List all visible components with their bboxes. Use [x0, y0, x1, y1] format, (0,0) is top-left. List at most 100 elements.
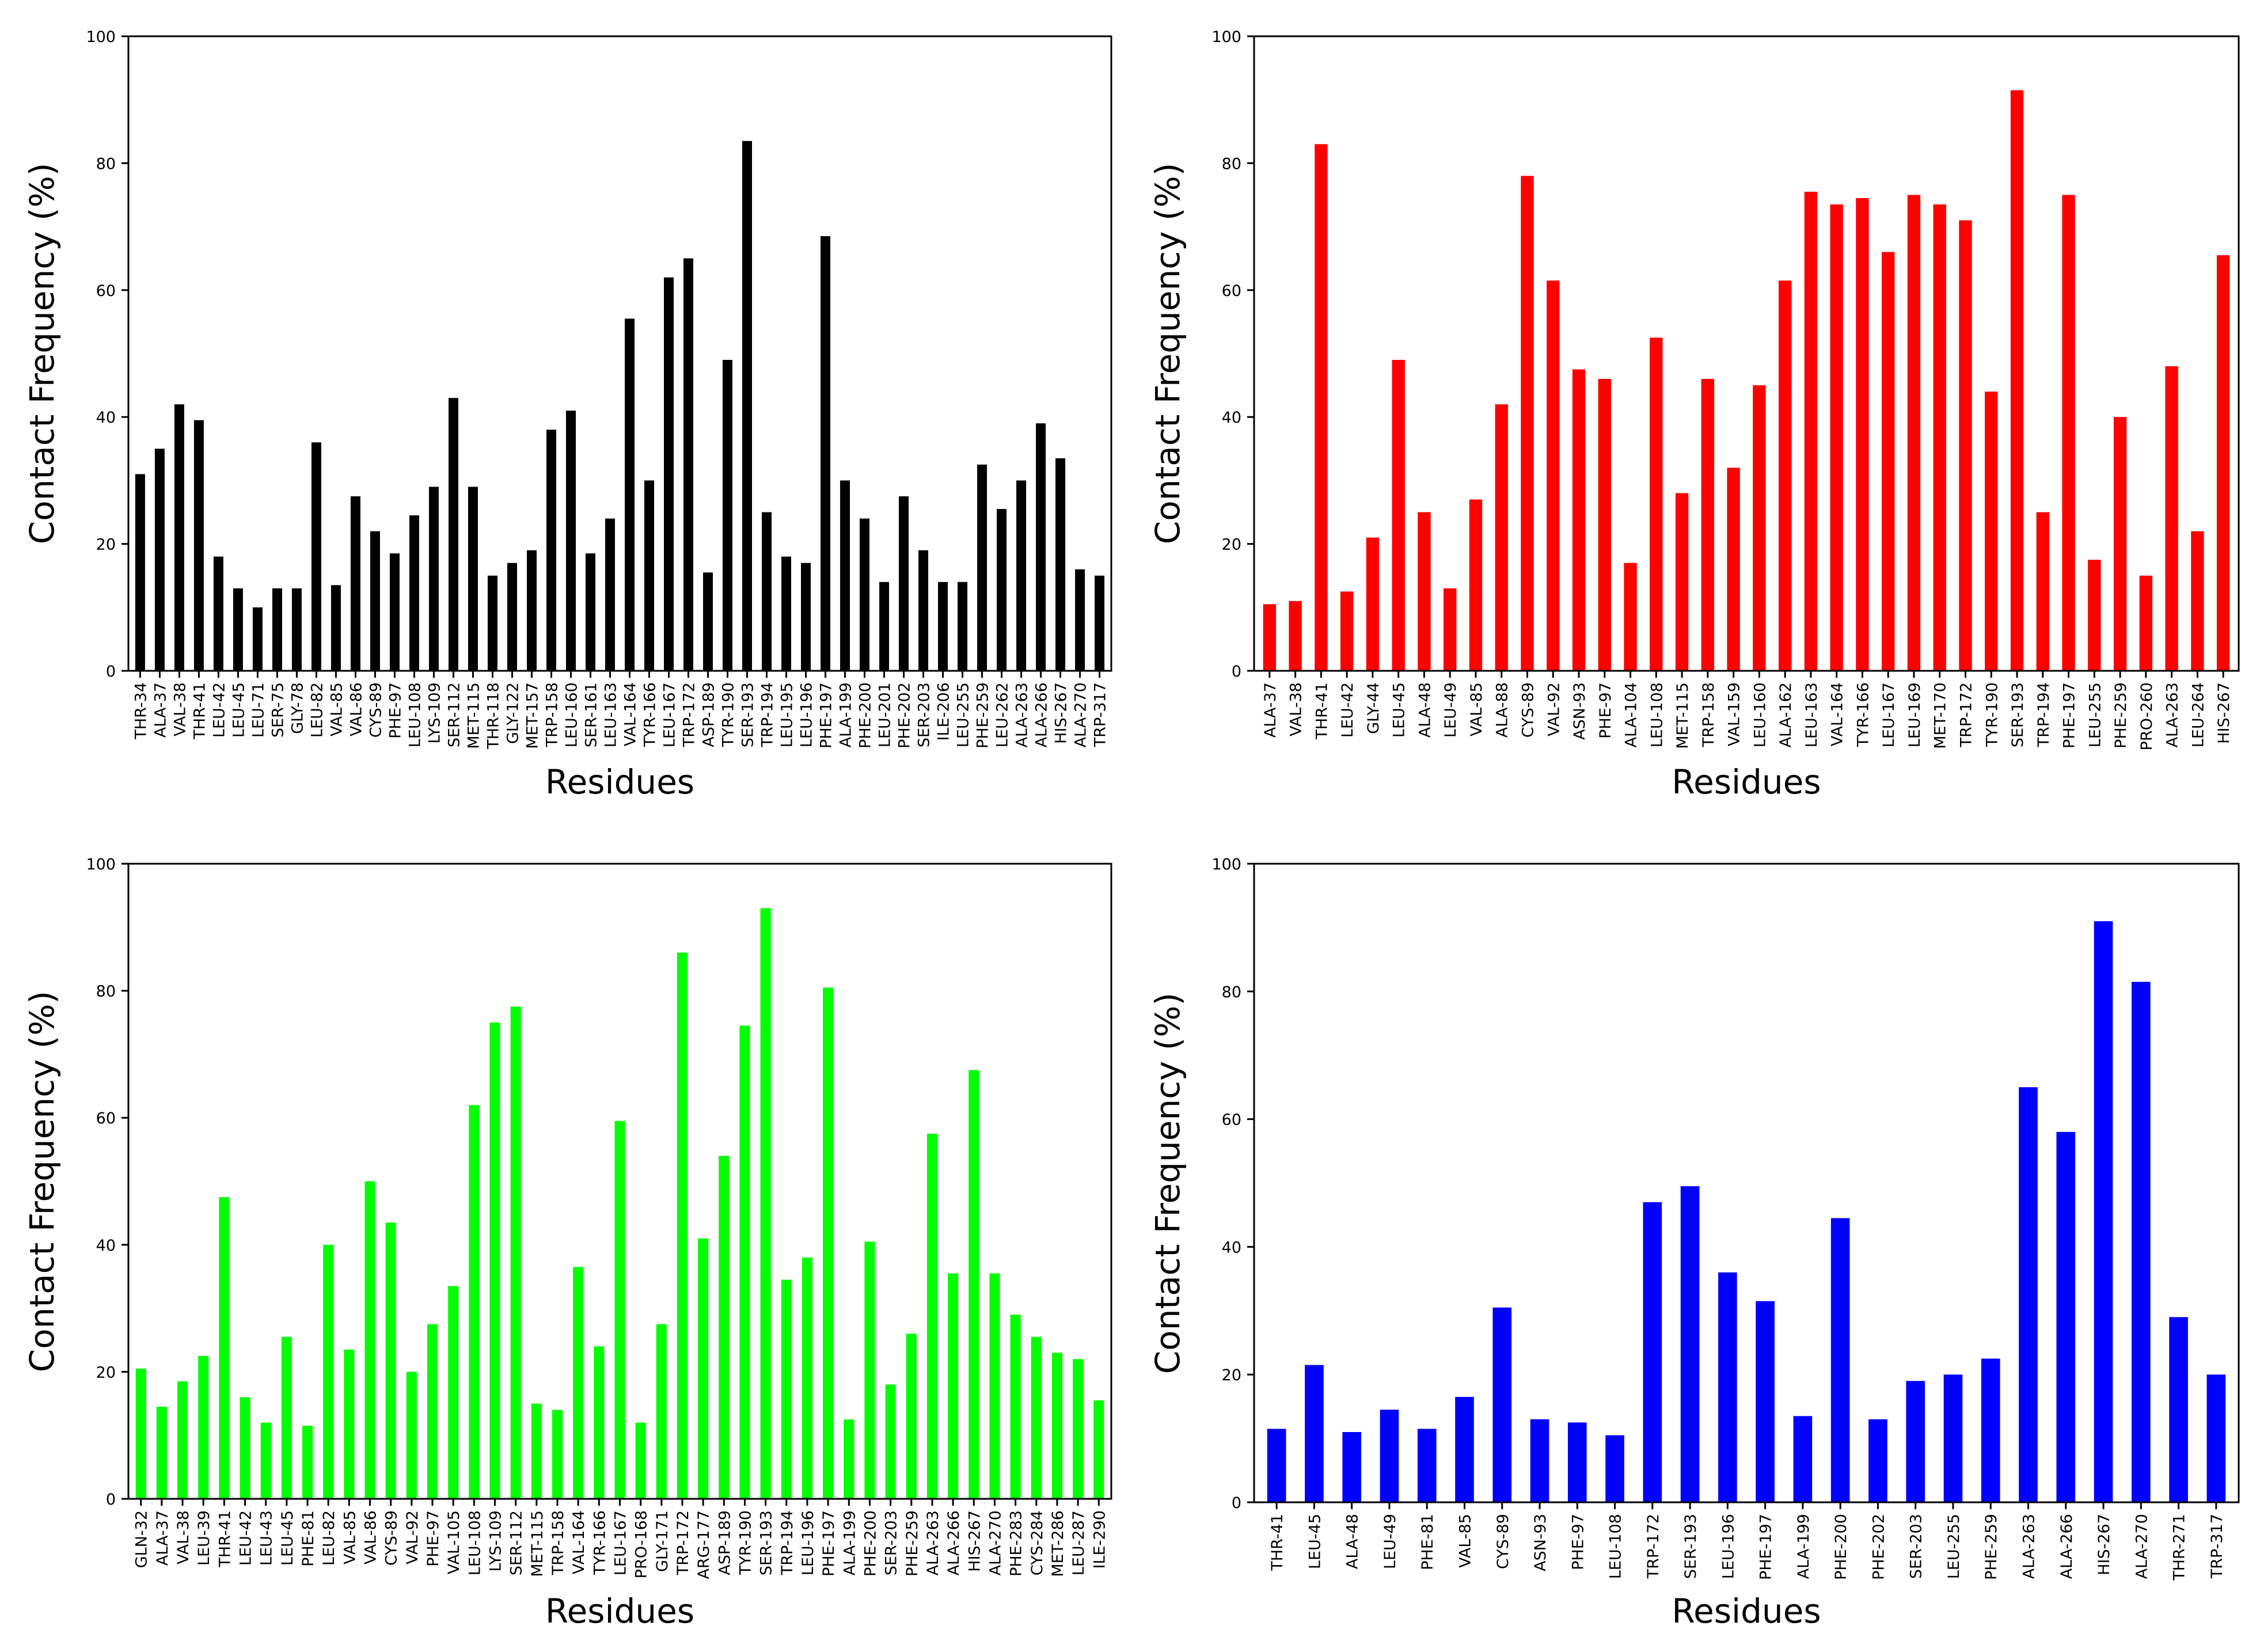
x-tick-label: VAL-85	[1457, 1514, 1475, 1568]
x-tick-label: LEU-196	[1719, 1514, 1737, 1579]
bar-GLY-44	[1366, 537, 1380, 671]
x-tick-label: CYS-89	[1494, 1514, 1512, 1569]
bar-LEU-45	[1392, 360, 1405, 671]
x-tick-label: PHE-197	[1757, 1514, 1775, 1580]
bar-ALA-199	[1793, 1416, 1813, 1502]
x-tick-label: PHE-81	[299, 1510, 317, 1567]
x-tick-label: MET-115	[465, 682, 483, 749]
bar-PHE-197	[2062, 195, 2075, 671]
bar-MET-157	[526, 550, 537, 671]
x-tick-label: TYR-190	[1983, 682, 2001, 747]
x-tick-label: TRP-194	[778, 1510, 796, 1575]
chart-panel-bottom-left: 0 20 40 60 80 100 GLN-32 ALA-37 VAL-38 LEU-39 THR-…	[22, 856, 1112, 1631]
x-tick-label: LEU-71	[249, 682, 267, 738]
y-axis-label: Contact Frequency (%)	[1148, 993, 1187, 1374]
y-tick-label: 40	[1222, 409, 1241, 427]
x-tick-label: LYS-109	[487, 1510, 505, 1571]
x-tick-label: VAL-164	[570, 1510, 588, 1574]
bar-HIS-267	[2094, 921, 2113, 1502]
bar-ALA-263	[2019, 1087, 2038, 1502]
bar-SER-193	[760, 908, 771, 1499]
y-tick-label: 100	[86, 856, 116, 874]
y-tick-label: 60	[1222, 282, 1241, 300]
x-tick-label: LEU-167	[1880, 682, 1898, 747]
bar-TRP-172	[1959, 220, 1972, 671]
bar-VAL-164	[1830, 204, 1843, 671]
bar-ALA-263	[2165, 366, 2178, 671]
bar-PHE-97	[1598, 379, 1611, 671]
bar-LEU-163	[1804, 191, 1818, 671]
bar-LYS-109	[489, 1022, 500, 1499]
bar-TRP-158	[546, 430, 556, 671]
x-tick-label: SER-193	[739, 682, 757, 747]
x-tick-label: ARG-177	[695, 1510, 713, 1579]
x-tick-label: ALA-199	[841, 1510, 859, 1575]
x-tick-label: TYR-166	[641, 682, 659, 747]
bar-LEU-42	[213, 556, 223, 671]
x-tick-label: VAL-86	[347, 682, 365, 736]
bar-LEU-45	[281, 1336, 292, 1499]
x-tick-label: CYS-89	[367, 682, 385, 738]
x-tick-label: SER-161	[582, 682, 600, 747]
x-tick-label: ALA-263	[2020, 1514, 2038, 1579]
x-tick-label: ALA-88	[1494, 682, 1511, 738]
x-tick-label: SER-203	[916, 682, 933, 747]
x-axis-label: Residues	[545, 1592, 694, 1631]
bar-SER-193	[742, 140, 753, 671]
bar-SER-203	[918, 550, 929, 671]
x-tick-label: VAL-105	[445, 1510, 463, 1574]
bar-PHE-200	[1830, 1218, 1850, 1502]
x-tick-label: PHE-97	[1569, 1514, 1587, 1570]
x-tick-label: VAL-38	[1287, 682, 1305, 736]
x-tick-label: ALA-270	[1072, 682, 1090, 747]
x-tick-label: THR-41	[191, 682, 208, 740]
x-tick-label: HIS-267	[966, 1510, 983, 1572]
bar-ALA-263	[926, 1133, 938, 1499]
x-tick-label: LEU-160	[563, 682, 580, 747]
x-tick-label: THR-118	[484, 682, 502, 750]
x-tick-label: PHE-283	[1008, 1510, 1025, 1577]
x-tick-label: LEU-39	[195, 1510, 213, 1566]
x-tick-label: LYS-109	[426, 682, 443, 743]
x-tick-label: ALA-37	[151, 682, 169, 738]
x-tick-label: LEU-45	[279, 1510, 297, 1566]
bar-MET-115	[468, 487, 478, 671]
y-tick-label: 60	[96, 1110, 116, 1127]
x-tick-label: LEU-167	[661, 682, 679, 747]
bar-VAL-164	[573, 1267, 584, 1499]
bar-ALA-162	[1778, 280, 1792, 671]
x-tick-label: CYS-284	[1028, 1510, 1046, 1575]
x-tick-label: GLY-122	[504, 682, 522, 744]
x-tick-label: LEU-163	[1803, 682, 1821, 747]
x-tick-label: LEU-169	[1906, 682, 1924, 747]
x-tick-label: LEU-82	[308, 682, 326, 738]
bar-LEU-108	[469, 1105, 480, 1499]
x-tick-label: TRP-158	[549, 1510, 567, 1575]
x-tick-label: THR-34	[132, 682, 150, 740]
x-tick-label: PHE-97	[386, 682, 404, 739]
bar-SER-203	[885, 1384, 896, 1499]
x-tick-label: ALA-266	[1033, 682, 1051, 747]
y-tick-label: 20	[96, 536, 116, 554]
x-tick-label: LEU-45	[1306, 1514, 1324, 1569]
bar-TYR-166	[594, 1346, 605, 1499]
bar-VAL-92	[406, 1372, 417, 1499]
bar-THR-118	[487, 575, 497, 671]
x-tick-label: LEU-255	[1945, 1514, 1963, 1579]
bar-VAL-38	[174, 404, 184, 671]
y-tick-label: 60	[96, 282, 116, 300]
bar-ASP-189	[719, 1156, 730, 1499]
y-axis-label: Contact Frequency (%)	[1148, 163, 1187, 545]
bar-VAL-38	[1289, 601, 1302, 671]
bar-LEU-39	[198, 1355, 209, 1499]
bar-LEU-108	[1650, 337, 1663, 671]
x-tick-label: ALA-37	[154, 1510, 172, 1566]
x-tick-label: VAL-85	[328, 682, 345, 736]
x-tick-label: ASN-93	[1532, 1514, 1549, 1571]
bar-PHE-200	[860, 518, 870, 671]
bar-VAL-105	[448, 1286, 459, 1499]
bar-TYR-190	[723, 360, 733, 671]
bar-TYR-190	[1985, 392, 1998, 671]
x-tick-label: LEU-255	[2086, 682, 2104, 747]
